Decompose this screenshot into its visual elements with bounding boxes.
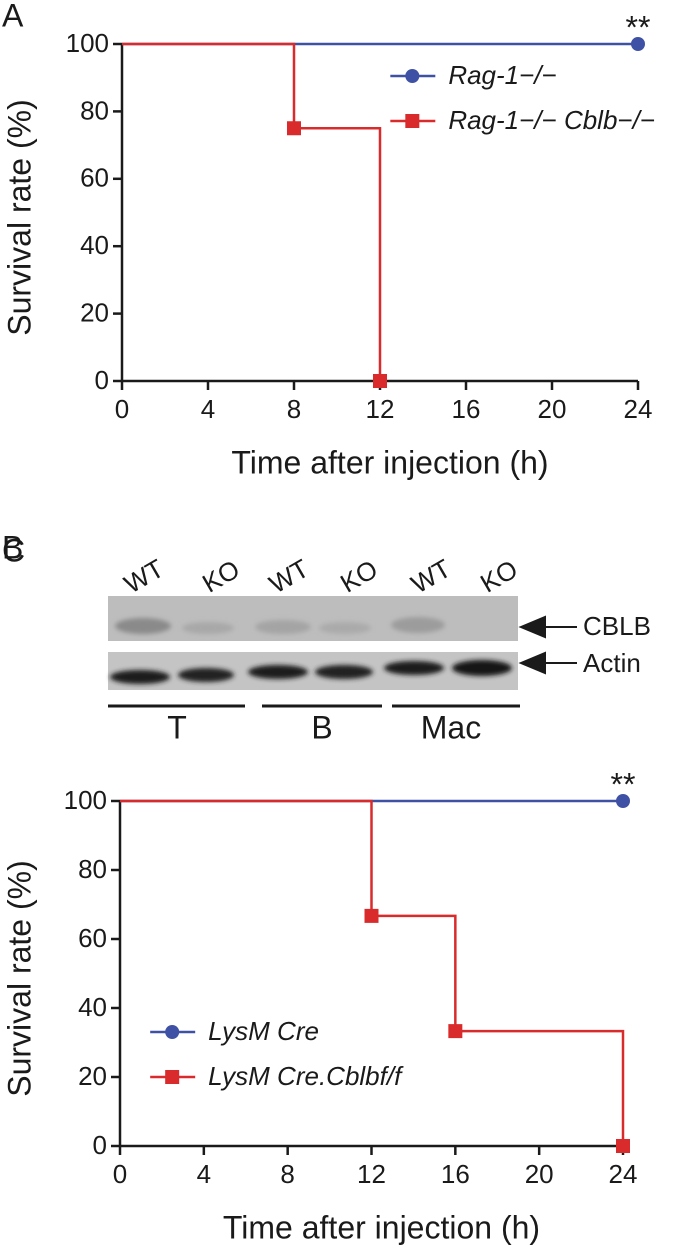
blot-bands — [110, 617, 512, 684]
x-tick-label: 8 — [287, 394, 301, 424]
x-tick-label: 4 — [201, 394, 215, 424]
arrow — [518, 615, 577, 639]
marker — [287, 121, 301, 136]
y-axis-label: Survival rate (%) — [1, 860, 37, 1097]
x-tick-label: 0 — [115, 394, 129, 424]
y-tick-label: 0 — [95, 365, 109, 395]
marker — [616, 794, 630, 808]
y-tick-label: 80 — [78, 854, 107, 884]
x-tick-label: 8 — [280, 1159, 294, 1189]
x-tick-label: 20 — [538, 394, 567, 424]
blot-labels: WT KO WT KO WT KO — [119, 553, 523, 599]
x-tick-label: 16 — [441, 1159, 470, 1189]
marker — [448, 1024, 463, 1039]
legend-label: LysM Cre.Cblbf/f — [208, 1061, 404, 1091]
y-tick-label: 80 — [80, 95, 109, 125]
legend-label: Rag-1−/− — [448, 60, 556, 90]
group-label: T — [167, 709, 187, 745]
group-label: B — [311, 709, 332, 745]
panel-label: C — [2, 532, 25, 568]
blot-strip — [108, 596, 518, 641]
survival-line — [122, 42, 382, 381]
legend-marker — [405, 114, 420, 128]
legend-label: Rag-1−/− Cblb−/− — [448, 105, 655, 135]
panel-label: B — [2, 529, 23, 565]
y-tick-label: 40 — [78, 992, 107, 1022]
marker — [616, 1139, 630, 1153]
x-tick-label: 12 — [357, 1159, 386, 1189]
x-tick-label: 16 — [452, 394, 481, 424]
lane-label: WT — [119, 553, 169, 599]
y-tick-label: 100 — [64, 785, 107, 815]
y-tick-label: 60 — [78, 923, 107, 953]
x-axis-label: Time after injection (h) — [231, 444, 548, 480]
lane-label: WT — [406, 553, 456, 599]
y-tick-label: 20 — [80, 297, 109, 327]
band-label: CBLB — [583, 611, 651, 641]
y-tick-label: 0 — [93, 1130, 107, 1160]
x-tick-label: 20 — [525, 1159, 554, 1189]
lane-label: WT — [264, 553, 314, 599]
lane-label: KO — [335, 554, 383, 599]
blot-strip — [108, 652, 518, 690]
y-axis-label: Survival rate (%) — [1, 99, 37, 336]
x-tick-label: 12 — [366, 394, 395, 424]
x-tick-label: 4 — [197, 1159, 211, 1189]
band-label: Actin — [583, 648, 641, 678]
x-tick-label: 24 — [609, 1159, 638, 1189]
y-tick-label: 60 — [80, 163, 109, 193]
annotation: ** — [626, 9, 651, 45]
y-tick-label: 100 — [66, 28, 109, 58]
marker — [364, 908, 379, 923]
legend-label: LysM Cre — [208, 1016, 319, 1046]
marker — [373, 374, 387, 388]
lane-label: KO — [197, 554, 245, 599]
x-tick-label: 0 — [113, 1159, 127, 1189]
group-label: Mac — [421, 709, 481, 745]
lane-label: KO — [475, 554, 523, 599]
x-tick-label: 24 — [624, 394, 653, 424]
legend-marker — [165, 1070, 180, 1084]
y-tick-label: 20 — [78, 1061, 107, 1091]
survival-line — [120, 799, 625, 1146]
y-tick-label: 40 — [80, 230, 109, 260]
legend-marker — [405, 69, 420, 83]
legend-marker — [165, 1025, 180, 1039]
panel-label: A — [2, 0, 24, 33]
marker — [631, 37, 645, 51]
x-axis-label: Time after injection (h) — [223, 1209, 540, 1245]
annotation: ** — [611, 766, 636, 802]
arrow — [518, 651, 577, 675]
